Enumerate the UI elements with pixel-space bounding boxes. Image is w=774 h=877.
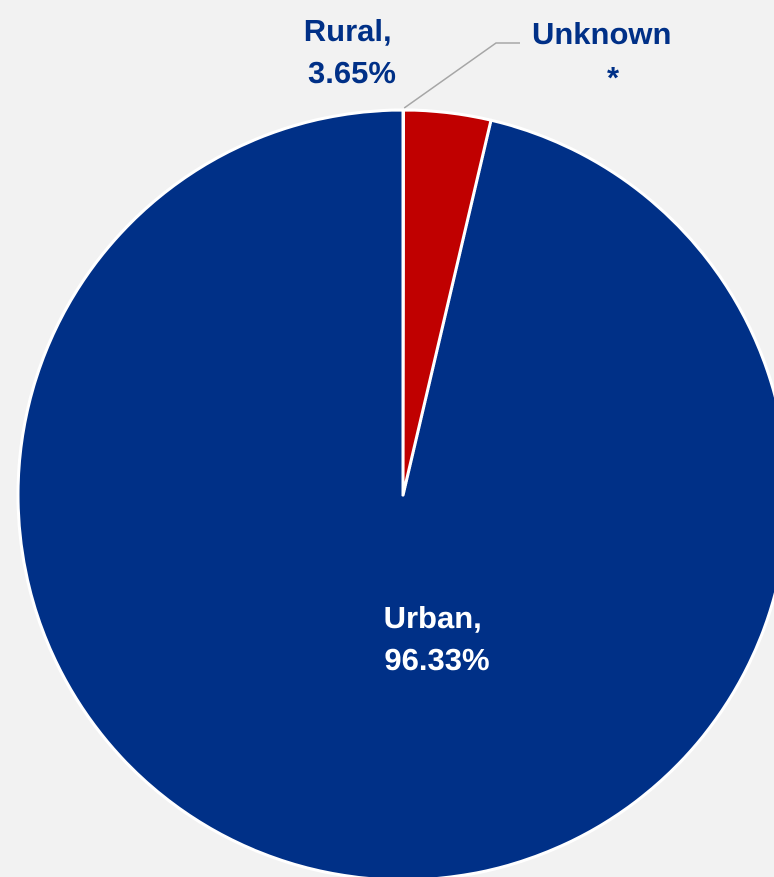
slice-label-unknown: Unknown * — [532, 16, 680, 95]
slice-label-urban-name: Urban, — [384, 600, 482, 635]
slice-label-rural: Rural, 3.65% — [304, 13, 400, 90]
unknown-leader-line — [403, 42, 520, 109]
pie-slice-urban — [16, 108, 774, 877]
pie-labels: Urban, 96.33% Rural, 3.65% Unknown * — [304, 13, 680, 677]
slice-label-rural-name: Rural, — [304, 13, 392, 48]
slice-label-rural-value: 3.65% — [308, 55, 396, 90]
slice-label-urban-value: 96.33% — [384, 642, 489, 677]
slice-label-unknown-value: * — [607, 60, 620, 95]
pie-slices — [16, 108, 774, 877]
slice-label-unknown-name: Unknown — [532, 16, 672, 51]
slice-label-urban: Urban, 96.33% — [384, 600, 491, 677]
